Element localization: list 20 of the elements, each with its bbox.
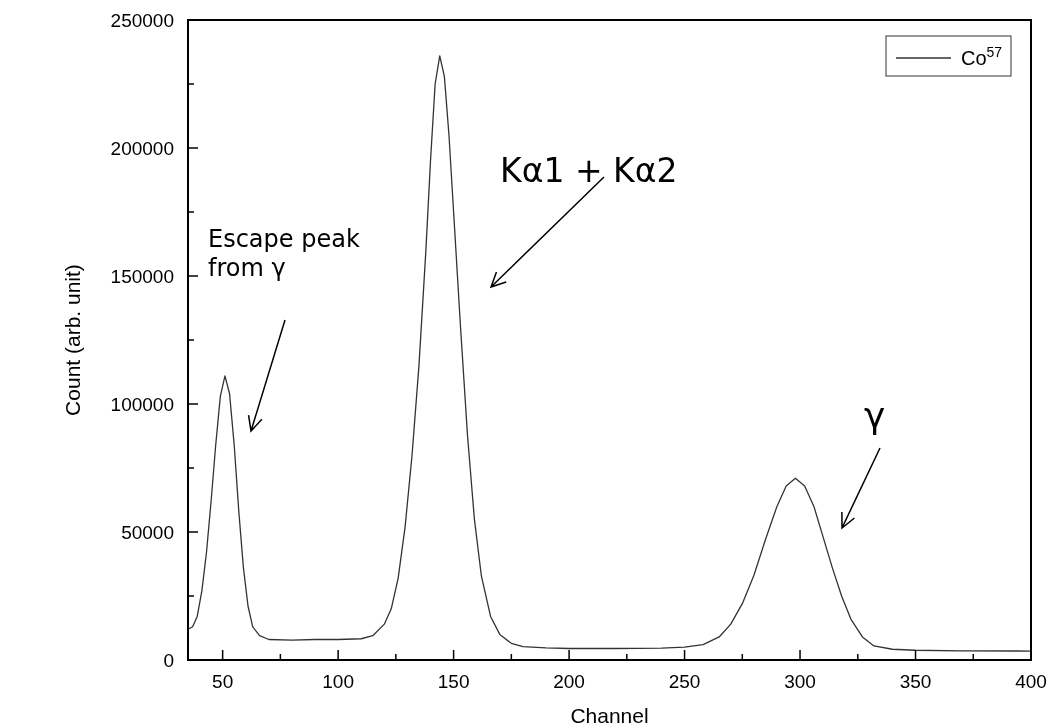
y-tick-label: 150000 — [110, 266, 174, 287]
legend-label: Co$^{57}$ — [961, 44, 1003, 69]
y-tick-label: 0 — [163, 650, 174, 671]
y-axis-title: Count (arb. unit) — [61, 264, 84, 416]
x-tick-label: 250 — [668, 671, 701, 692]
x-tick-label: 100 — [322, 671, 354, 692]
y-tick-label: 100000 — [110, 394, 174, 415]
x-tick-label: 200 — [553, 671, 585, 692]
x-tick-label: 50 — [212, 671, 234, 692]
annotation: γ — [864, 395, 886, 436]
x-tick-label: 350 — [899, 671, 932, 692]
x-tick-label: 300 — [784, 671, 816, 692]
x-tick-label: 400 — [1015, 671, 1047, 692]
y-tick-label: 200000 — [110, 138, 174, 159]
y-tick-label: 50000 — [121, 522, 174, 543]
x-tick-label: 150 — [437, 671, 470, 692]
y-tick-label: 250000 — [110, 10, 174, 31]
annotation: Kα1 + Kα2 — [500, 151, 678, 190]
annotation: Escape peak from γ — [208, 225, 360, 282]
x-axis-title: Channel — [570, 704, 649, 727]
